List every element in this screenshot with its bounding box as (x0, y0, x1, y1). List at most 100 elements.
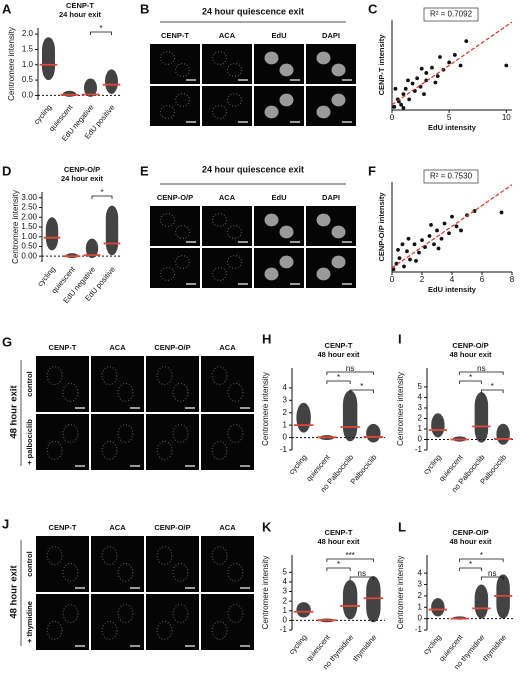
x-tick-label: cycling (421, 633, 443, 656)
nucleus (316, 213, 331, 227)
annotation-box (423, 169, 479, 184)
x-tick-label: 10 (502, 113, 511, 122)
significance-bracket (459, 567, 482, 571)
column-label: ACA (219, 31, 236, 40)
nucleus (227, 382, 244, 402)
point-cloud (45, 217, 59, 251)
row-label: control (25, 551, 34, 576)
fit-line (391, 21, 513, 106)
nucleus (46, 620, 63, 640)
significance-bracket (459, 371, 504, 375)
point (438, 55, 442, 59)
nucleus (211, 50, 228, 65)
row-label: + palbociclib (25, 419, 34, 465)
column-label: ACA (219, 523, 236, 532)
micrograph (202, 206, 252, 246)
y-tick-label: 4 (418, 568, 423, 577)
nucleus (331, 63, 346, 77)
y-axis-label: Centromere intensity (11, 190, 20, 264)
panel-letter: K (262, 519, 272, 534)
nucleus (159, 213, 176, 228)
micrograph (146, 414, 199, 470)
x-tick-label: 5 (447, 113, 452, 122)
nucleus (226, 92, 243, 107)
panel-letter: H (262, 331, 271, 346)
point (396, 247, 400, 252)
micrograph (202, 86, 252, 126)
nucleus (226, 225, 243, 240)
nucleus (101, 440, 118, 460)
point-cloud (41, 37, 56, 81)
nucleus (101, 620, 118, 640)
chart-subtitle: 24 hour exit (61, 174, 104, 183)
y-tick-label: 3 (283, 395, 288, 404)
y-tick-label: 1 (418, 602, 423, 611)
y-tick-label: 2 (418, 591, 423, 600)
y-tick-label: 2.0 (22, 29, 34, 38)
micrograph (91, 594, 144, 650)
nucleus (279, 255, 294, 269)
panel-letter: L (398, 519, 406, 534)
y-tick-label: 0.50 (21, 242, 37, 251)
nucleus (264, 51, 279, 65)
nucleus (227, 562, 244, 582)
nucleus (62, 604, 79, 624)
micrograph (36, 536, 89, 592)
significance-label: ns (477, 364, 485, 373)
annotation-box (423, 7, 479, 22)
nucleus (211, 213, 228, 228)
micrograph (202, 248, 252, 288)
image-panel-title: 24 hour quiescence exit (202, 6, 304, 16)
point (499, 210, 504, 215)
nucleus (174, 92, 191, 107)
side-label: 48 hour exit (9, 385, 20, 439)
point (454, 224, 459, 229)
point (464, 39, 469, 44)
point (458, 63, 463, 68)
nucleus (156, 620, 173, 640)
panel-letter: I (398, 331, 402, 346)
nucleus (264, 267, 279, 281)
x-tick-label: cycling (287, 633, 309, 656)
y-tick-label: 1.5 (22, 45, 34, 54)
nucleus (156, 366, 173, 386)
y-tick-label: 3 (418, 403, 423, 412)
y-tick-label: 2.00 (21, 212, 37, 221)
point (392, 104, 397, 109)
point (401, 92, 406, 97)
panel-letter: G (2, 334, 12, 349)
y-tick-label: -1 (280, 445, 288, 454)
nucleus (46, 546, 63, 566)
micrograph (150, 206, 200, 246)
column-label: DAPI (322, 193, 340, 202)
significance-bracket (326, 567, 351, 571)
point (414, 259, 418, 263)
nucleus (156, 440, 173, 460)
point (402, 264, 406, 269)
point (436, 246, 441, 251)
nucleus (172, 562, 189, 582)
micrograph (254, 44, 304, 84)
panel-letter: B (140, 1, 149, 16)
significance-label: * (469, 560, 472, 569)
y-tick-label: 1.0 (22, 60, 34, 69)
nucleus (264, 213, 279, 227)
point-cloud (474, 392, 489, 443)
annotation: R² = 0.7530 (430, 172, 473, 181)
point (439, 236, 444, 241)
nucleus (159, 50, 176, 65)
row-label: control (25, 371, 34, 396)
point (406, 236, 411, 241)
y-tick-label: 3 (418, 580, 423, 589)
y-tick-label: 0 (283, 433, 288, 442)
micrograph (36, 356, 89, 412)
nucleus (159, 267, 176, 282)
point-cloud (342, 390, 358, 442)
x-tick-label: 4 (450, 275, 455, 284)
nucleus (101, 366, 118, 386)
point (447, 231, 451, 236)
column-label: CENP-T (49, 523, 77, 532)
y-tick-label: 5 (418, 382, 423, 391)
micrograph (146, 594, 199, 650)
significance-label: *** (345, 551, 354, 560)
